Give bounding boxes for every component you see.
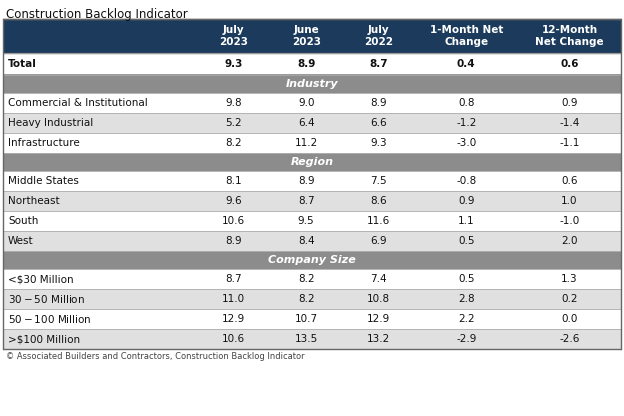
Text: 1.3: 1.3 [561,274,578,284]
Text: 7.4: 7.4 [370,274,387,284]
Text: 13.5: 13.5 [295,334,318,344]
Text: July
2023: July 2023 [219,25,248,47]
Text: 11.6: 11.6 [367,216,390,226]
Text: 12-Month
Net Change: 12-Month Net Change [535,25,603,47]
Text: 1.1: 1.1 [458,216,474,226]
Text: 2.8: 2.8 [458,294,474,304]
Text: 11.0: 11.0 [222,294,245,304]
Text: 0.4: 0.4 [457,59,475,69]
Text: 8.7: 8.7 [369,59,388,69]
Text: 8.2: 8.2 [298,294,314,304]
Bar [3,53,621,75]
Text: 10.7: 10.7 [295,314,318,324]
Text: 9.0: 9.0 [298,98,314,108]
Text: 6.4: 6.4 [298,118,314,128]
Text: 0.9: 0.9 [458,196,474,206]
Text: Heavy Industrial: Heavy Industrial [8,118,93,128]
Text: -2.9: -2.9 [456,334,476,344]
Text: 2.2: 2.2 [458,314,474,324]
Text: © Associated Builders and Contractors, Construction Backlog Indicator: © Associated Builders and Contractors, C… [6,352,305,361]
Text: 12.9: 12.9 [222,314,245,324]
Text: -1.4: -1.4 [559,118,580,128]
Text: 1.0: 1.0 [561,196,578,206]
Text: -1.0: -1.0 [559,216,580,226]
Bar [3,113,621,133]
Text: Construction Backlog Indicator: Construction Backlog Indicator [6,8,188,21]
Text: -2.6: -2.6 [559,334,580,344]
Text: 5.2: 5.2 [225,118,242,128]
Text: -3.0: -3.0 [456,138,476,148]
Text: 13.2: 13.2 [367,334,390,344]
Bar [3,153,621,171]
Text: -1.1: -1.1 [559,138,580,148]
Bar [3,269,621,289]
Text: 8.9: 8.9 [298,176,314,186]
Bar [3,329,621,349]
Text: 0.8: 0.8 [458,98,474,108]
Text: Company Size: Company Size [268,255,356,265]
Bar [3,211,621,231]
Text: 8.6: 8.6 [370,196,387,206]
Text: 1-Month Net
Change: 1-Month Net Change [429,25,503,47]
Text: 8.9: 8.9 [225,236,242,246]
Bar [3,93,621,113]
Text: -0.8: -0.8 [456,176,476,186]
Text: >$100 Million: >$100 Million [8,334,80,344]
Text: June
2023: June 2023 [291,25,321,47]
Text: Total: Total [8,59,37,69]
Text: Northeast: Northeast [8,196,60,206]
Text: 2.0: 2.0 [561,236,578,246]
Bar [3,191,621,211]
Text: 6.6: 6.6 [370,118,387,128]
Bar [3,231,621,251]
Text: 0.5: 0.5 [458,236,474,246]
Text: 9.3: 9.3 [225,59,243,69]
Text: 9.8: 9.8 [225,98,242,108]
Text: 8.1: 8.1 [225,176,242,186]
Bar [3,171,621,191]
Text: 8.7: 8.7 [225,274,242,284]
Text: 0.6: 0.6 [561,176,578,186]
Bar [3,75,621,93]
Text: 8.9: 8.9 [370,98,387,108]
Text: <$30 Million: <$30 Million [8,274,74,284]
Text: Industry: Industry [286,79,338,89]
Text: 7.5: 7.5 [370,176,387,186]
Text: 8.7: 8.7 [298,196,314,206]
Text: 8.4: 8.4 [298,236,314,246]
Text: 0.6: 0.6 [560,59,578,69]
Text: 10.6: 10.6 [222,216,245,226]
Bar [3,251,621,269]
Text: Region: Region [291,157,333,167]
Text: 12.9: 12.9 [367,314,390,324]
Text: $30-$50 Million: $30-$50 Million [8,293,85,305]
Text: 0.2: 0.2 [561,294,578,304]
Text: 10.6: 10.6 [222,334,245,344]
Text: 10.8: 10.8 [367,294,390,304]
Text: 8.9: 8.9 [297,59,315,69]
Bar [3,309,621,329]
Text: July
2022: July 2022 [364,25,393,47]
Text: West: West [8,236,34,246]
Text: 8.2: 8.2 [225,138,242,148]
Text: -1.2: -1.2 [456,118,476,128]
Text: 0.9: 0.9 [561,98,578,108]
Text: 0.5: 0.5 [458,274,474,284]
Text: 9.3: 9.3 [370,138,387,148]
Text: South: South [8,216,38,226]
Text: Commercial & Institutional: Commercial & Institutional [8,98,148,108]
Text: 11.2: 11.2 [295,138,318,148]
Text: 8.2: 8.2 [298,274,314,284]
Bar [3,289,621,309]
Text: Infrastructure: Infrastructure [8,138,80,148]
Text: Middle States: Middle States [8,176,79,186]
Text: 9.6: 9.6 [225,196,242,206]
Bar [3,19,621,53]
Text: 0.0: 0.0 [561,314,578,324]
Text: $50-$100 Million: $50-$100 Million [8,313,92,325]
Text: 6.9: 6.9 [370,236,387,246]
Text: 9.5: 9.5 [298,216,314,226]
Bar [3,133,621,153]
